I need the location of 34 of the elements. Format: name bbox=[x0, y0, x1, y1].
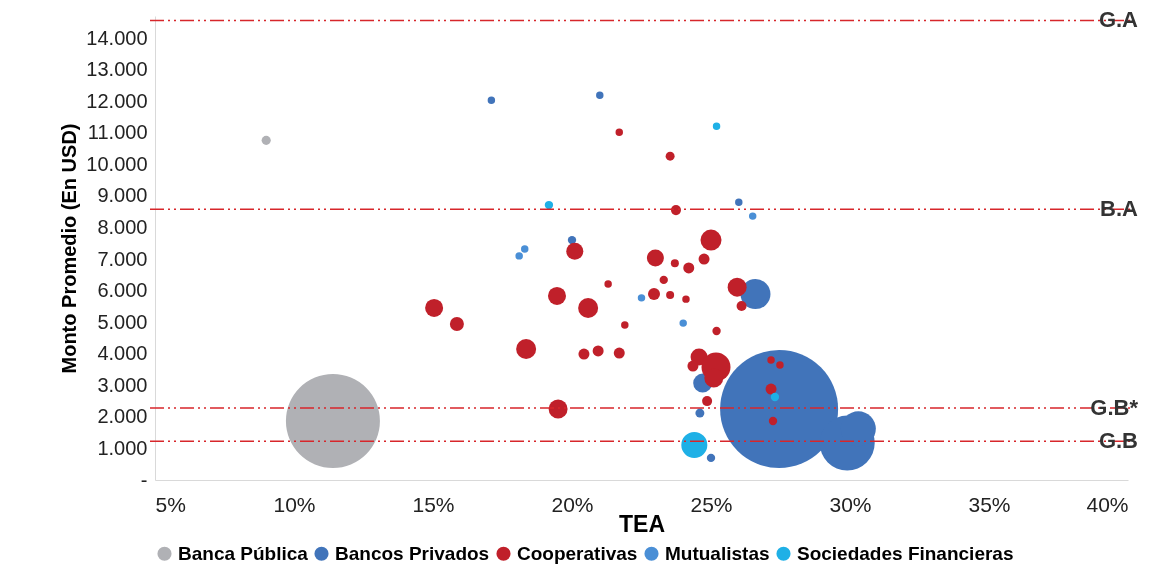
y-tick-label: - bbox=[140, 468, 148, 491]
ref-line-label: G.B* bbox=[1090, 395, 1139, 421]
y-tick-label: 13.000 bbox=[86, 58, 148, 81]
y-tick-label: 3.000 bbox=[97, 373, 148, 396]
x-tick-label: 30% bbox=[829, 492, 872, 516]
y-axis-title: Monto Promedio (En USD) bbox=[58, 123, 81, 374]
y-tick-label: 12.000 bbox=[86, 89, 148, 112]
legend-label: Mutualistas bbox=[665, 542, 770, 564]
y-tick-label: 11.000 bbox=[87, 121, 148, 144]
legend-label: Bancos Privados bbox=[335, 542, 490, 564]
y-tick-label: 1.000 bbox=[97, 436, 148, 459]
y-tick-label: 4.000 bbox=[97, 342, 148, 365]
y-tick-label: 8.000 bbox=[97, 215, 148, 238]
legend-label: Banca Pública bbox=[178, 542, 309, 564]
ref-line-label: G.B bbox=[1098, 428, 1138, 454]
y-tick-label: 7.000 bbox=[97, 247, 148, 270]
ref-line-label: G.A bbox=[1098, 7, 1139, 33]
legend-label: Cooperativas bbox=[517, 542, 638, 564]
x-tick-label: 10% bbox=[273, 492, 316, 516]
x-tick-label: 15% bbox=[412, 492, 455, 516]
x-tick-label: 5% bbox=[155, 492, 186, 516]
x-axis-title: TEA bbox=[619, 510, 665, 537]
x-tick-label: 20% bbox=[551, 492, 594, 516]
y-tick-label: 9.000 bbox=[97, 184, 148, 207]
y-tick-label: 2.000 bbox=[97, 405, 148, 428]
y-tick-label: 10.000 bbox=[86, 152, 148, 175]
x-tick-label: 35% bbox=[968, 492, 1011, 516]
ref-line-label: B.A bbox=[1100, 196, 1139, 222]
y-tick-label: 6.000 bbox=[97, 279, 148, 302]
y-tick-label: 5.000 bbox=[97, 310, 148, 333]
x-tick-label: 40% bbox=[1086, 492, 1129, 516]
y-tick-label: 14.000 bbox=[86, 26, 148, 49]
legend-label: Sociedades Financieras bbox=[797, 542, 1014, 564]
x-tick-label: 25% bbox=[690, 492, 733, 516]
